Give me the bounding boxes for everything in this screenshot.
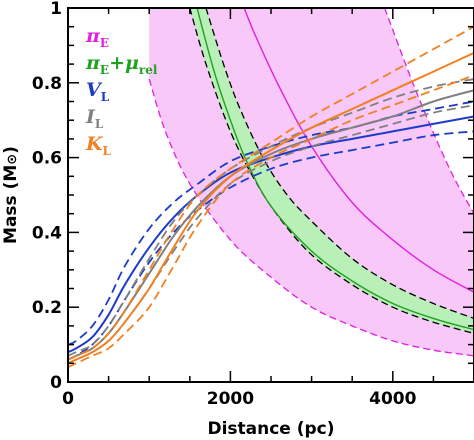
y-axis-title-text: Mass (M <box>1 165 21 244</box>
legend-subscript: L <box>101 90 110 104</box>
series-lower-0 <box>148 78 474 357</box>
legend-entry: IL <box>85 106 104 131</box>
x-axis-title: Distance (pc) <box>207 419 334 439</box>
legend-entry: πE+μrel <box>85 52 158 77</box>
y-tick-label: 0.8 <box>32 74 62 94</box>
y-axis-title-close: ) <box>1 146 21 154</box>
legend-suffix: +μ <box>109 52 139 74</box>
legend-symbol: I <box>85 106 96 128</box>
x-tick-label: 4000 <box>369 389 416 409</box>
axes-layer: 0 2000 4000 0 0.2 0.4 0.6 0.8 1 <box>32 0 474 409</box>
legend-symbol: π <box>85 52 101 74</box>
series-layer <box>68 8 474 368</box>
x-tick-label: 0 <box>62 389 74 409</box>
series-central-0 <box>243 8 474 293</box>
legend-entry: VL <box>86 79 110 104</box>
legend-subscript: L <box>95 117 104 131</box>
y-tick-label: 0.6 <box>32 149 62 169</box>
y-tick-label: 0.2 <box>32 298 62 318</box>
legend-symbol: π <box>85 25 101 47</box>
sun-symbol: ⊙ <box>5 154 20 165</box>
series-upper-1 <box>205 8 474 320</box>
series-central-1 <box>196 8 474 331</box>
band-fill-1 <box>189 8 474 334</box>
legend-entry: πE <box>85 25 109 50</box>
series-central-4 <box>68 51 474 365</box>
legend-symbol: V <box>86 79 103 101</box>
legend-suffix-subscript: rel <box>139 63 158 77</box>
legend-entry: KL <box>85 133 112 158</box>
y-axis-title: Mass (M⊙) <box>1 146 21 244</box>
y-tick-label: 0 <box>50 373 62 393</box>
y-tick-label: 0.4 <box>32 223 62 243</box>
legend-subscript: E <box>100 63 109 77</box>
x-tick-label: 2000 <box>207 389 254 409</box>
legend-subscript: L <box>103 144 112 158</box>
series-upper-0 <box>384 8 474 215</box>
series-lower-4 <box>68 74 474 368</box>
legend-subscript: E <box>100 36 109 50</box>
y-tick-label: 1 <box>50 0 62 19</box>
legend-symbol: K <box>85 133 104 155</box>
series-upper-4 <box>68 25 474 361</box>
series-lower-1 <box>189 8 474 335</box>
